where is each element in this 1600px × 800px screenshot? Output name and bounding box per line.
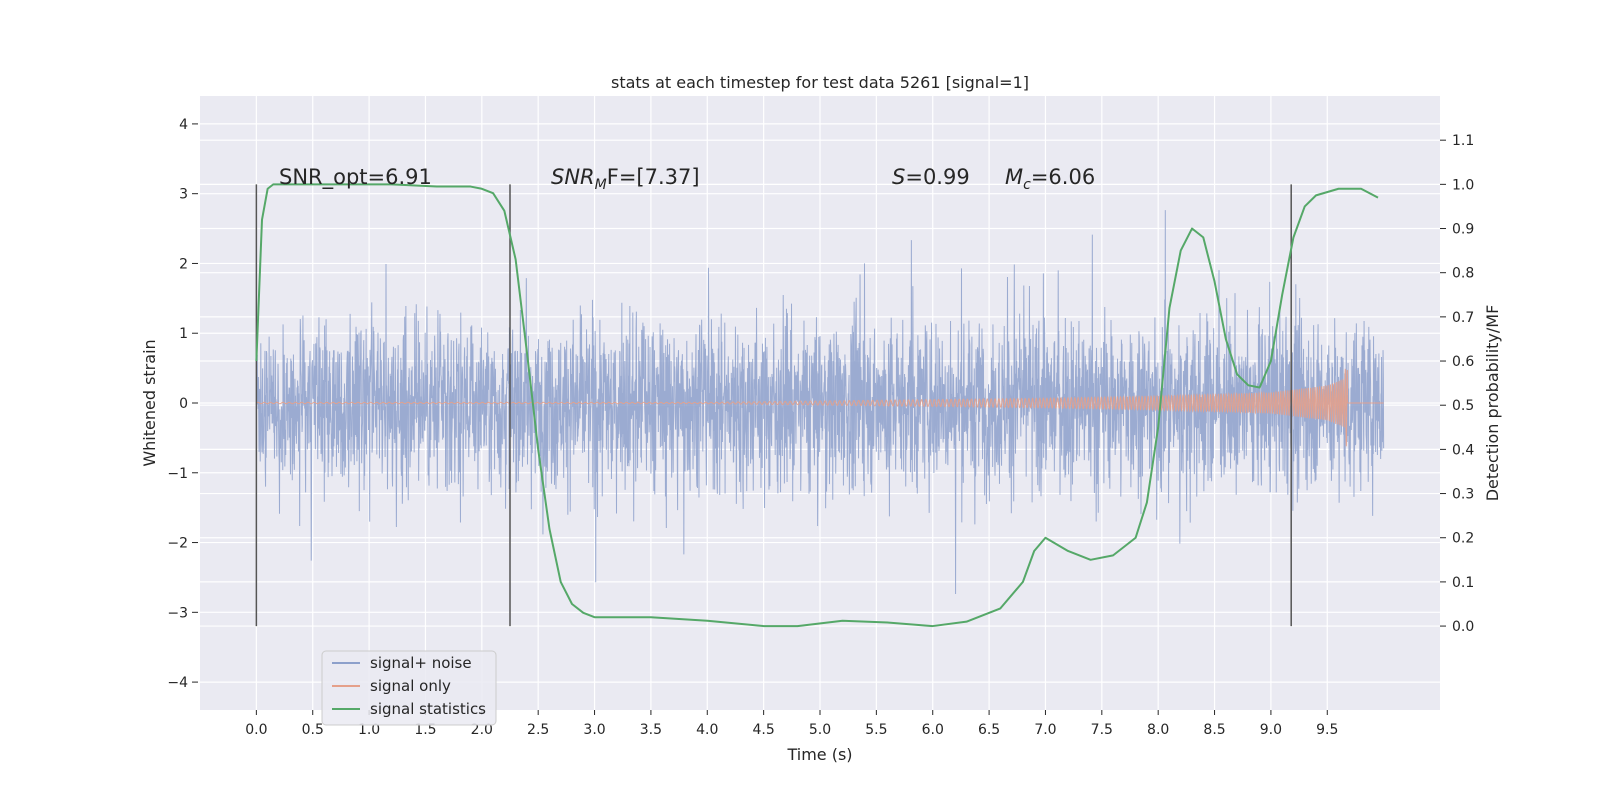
right-y-axis-label: Detection probability/MF bbox=[1483, 305, 1502, 502]
y-right-tick-label: 0.6 bbox=[1452, 354, 1474, 370]
x-tick-label: 1.5 bbox=[414, 722, 436, 738]
legend-label-signal-noise: signal+ noise bbox=[370, 654, 472, 672]
signal-only-line bbox=[256, 368, 1384, 447]
mc-annotation: Mc=6.06 bbox=[1005, 165, 1095, 193]
y-left-tick-label: 2 bbox=[179, 256, 188, 272]
y-right-tick-label: 0.1 bbox=[1452, 575, 1474, 591]
x-tick-label: 7.5 bbox=[1091, 722, 1113, 738]
x-tick-label: 1.0 bbox=[358, 722, 380, 738]
left-y-axis-ticks: 4 3 2 1 0 −1 −2 −3 −4 bbox=[167, 117, 198, 691]
y-right-tick-label: 0.7 bbox=[1452, 310, 1474, 326]
x-axis-ticks: 0.0 0.5 1.0 1.5 2.0 2.5 3.0 3.5 4.0 4.5 5.0 5.5 6.0 6… bbox=[245, 710, 1338, 738]
x-tick-label: 9.5 bbox=[1316, 722, 1338, 738]
y-left-tick-label: −3 bbox=[167, 605, 188, 621]
x-axis-label: Time (s) bbox=[786, 745, 852, 764]
x-tick-label: 5.0 bbox=[809, 722, 831, 738]
x-tick-label: 6.0 bbox=[922, 722, 944, 738]
signal-noise-line bbox=[255, 210, 1385, 594]
x-tick-label: 7.0 bbox=[1034, 722, 1056, 738]
y-right-tick-label: 0.3 bbox=[1452, 487, 1474, 503]
y-left-tick-label: 1 bbox=[179, 326, 188, 342]
chart-title: stats at each timestep for test data 526… bbox=[611, 73, 1029, 92]
x-tick-label: 8.0 bbox=[1147, 722, 1169, 738]
y-left-tick-label: 0 bbox=[179, 396, 188, 412]
snr-opt-annotation: SNR_opt=6.91 bbox=[279, 165, 432, 190]
signal-statistics-line bbox=[255, 183, 1379, 628]
x-tick-label: 4.0 bbox=[696, 722, 718, 738]
signal-noise-series bbox=[255, 210, 1385, 594]
y-right-tick-label: 0.8 bbox=[1452, 266, 1474, 282]
left-y-axis-label: Whitened strain bbox=[140, 339, 159, 466]
y-left-tick-label: 3 bbox=[179, 187, 188, 203]
y-left-tick-label: −2 bbox=[167, 536, 188, 552]
x-tick-label: 3.5 bbox=[640, 722, 662, 738]
y-right-tick-label: 0.2 bbox=[1452, 531, 1474, 547]
x-tick-label: 2.0 bbox=[471, 722, 493, 738]
y-left-tick-label: −4 bbox=[167, 675, 188, 691]
x-tick-label: 0.5 bbox=[302, 722, 324, 738]
right-y-axis-ticks: 1.1 1.0 0.9 0.8 0.7 0.6 0.5 0.4 0.3 0.2 0.1 0.0 bbox=[1440, 133, 1474, 635]
x-tick-label: 4.5 bbox=[753, 722, 775, 738]
legend-label-signal-statistics: signal statistics bbox=[370, 700, 486, 718]
y-right-tick-label: 0.9 bbox=[1452, 222, 1474, 238]
s-annotation: S=0.99 bbox=[892, 165, 970, 189]
legend: signal+ noise signal only signal statist… bbox=[321, 650, 497, 726]
y-left-tick-label: 4 bbox=[179, 117, 188, 133]
y-left-tick-label: −1 bbox=[167, 466, 188, 482]
y-right-tick-label: 0.0 bbox=[1452, 619, 1474, 635]
y-right-tick-label: 0.4 bbox=[1452, 442, 1474, 458]
x-tick-label: 9.0 bbox=[1260, 722, 1282, 738]
y-right-tick-label: 0.5 bbox=[1452, 398, 1474, 414]
y-right-tick-label: 1.1 bbox=[1452, 133, 1474, 149]
signal-statistics-series bbox=[255, 183, 1379, 628]
x-tick-label: 0.0 bbox=[245, 722, 267, 738]
x-tick-label: 6.5 bbox=[978, 722, 1000, 738]
signal-only-series bbox=[256, 368, 1384, 447]
x-tick-label: 8.5 bbox=[1203, 722, 1225, 738]
x-tick-label: 2.5 bbox=[527, 722, 549, 738]
x-tick-label: 3.0 bbox=[583, 722, 605, 738]
x-tick-label: 5.5 bbox=[865, 722, 887, 738]
y-right-tick-label: 1.0 bbox=[1452, 177, 1474, 193]
snr-mf-annotation: SNRMF=[7.37] bbox=[551, 165, 700, 193]
vertical-markers bbox=[255, 184, 1292, 627]
legend-label-signal-only: signal only bbox=[370, 677, 451, 695]
